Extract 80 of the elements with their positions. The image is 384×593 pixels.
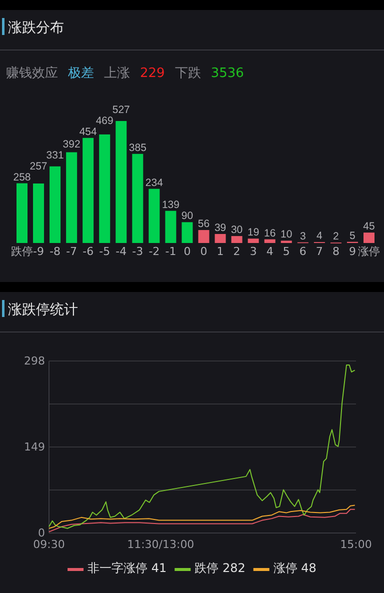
bar bbox=[231, 236, 242, 243]
bar bbox=[66, 152, 78, 243]
data-label: 2 bbox=[333, 230, 340, 243]
text: 上涨 bbox=[104, 66, 130, 81]
data-label: 3 bbox=[300, 230, 306, 242]
x-tick-label: 3 bbox=[250, 245, 257, 258]
bar bbox=[148, 188, 160, 243]
bar bbox=[132, 154, 144, 243]
x-tick-label: -6 bbox=[82, 245, 94, 258]
bar bbox=[82, 138, 94, 243]
data-label: 385 bbox=[128, 142, 147, 154]
data-label: 527 bbox=[112, 104, 130, 116]
x-tick-label: -2 bbox=[148, 245, 160, 258]
x-tick-label: 2 bbox=[233, 245, 240, 258]
bar bbox=[99, 134, 110, 243]
x-tick-label: -4 bbox=[116, 245, 127, 258]
bar bbox=[16, 183, 28, 243]
text: 极差 bbox=[67, 66, 94, 81]
bar bbox=[50, 166, 61, 243]
data-label: 454 bbox=[79, 126, 98, 138]
data-label: 258 bbox=[13, 171, 31, 184]
data-label: 16 bbox=[264, 227, 276, 240]
x-tick-label: 6 bbox=[299, 245, 306, 258]
x-tick-label: 涨停 bbox=[358, 245, 380, 258]
x-tick-label: -1 bbox=[165, 245, 176, 258]
text: 229 bbox=[140, 66, 165, 81]
text: 下跌 bbox=[174, 66, 201, 81]
x-tick-label: 5 bbox=[282, 245, 290, 258]
legend-label: 非一字涨停 41 bbox=[88, 561, 167, 575]
bar bbox=[264, 239, 276, 243]
x-tick-label: 4 bbox=[266, 245, 274, 258]
x-tick-label: -5 bbox=[99, 245, 110, 258]
text: 3536 bbox=[210, 66, 244, 81]
chart-title: 涨跌停统计 bbox=[8, 302, 78, 318]
x-tick-label: 9 bbox=[348, 245, 356, 258]
bar bbox=[198, 230, 210, 243]
data-label: 4 bbox=[316, 230, 323, 242]
data-label: 56 bbox=[198, 218, 210, 230]
bar bbox=[116, 121, 127, 243]
bar bbox=[165, 210, 176, 243]
bar bbox=[214, 234, 226, 243]
data-label: 45 bbox=[363, 220, 375, 233]
data-label: 30 bbox=[230, 224, 243, 236]
x-tick-label: -8 bbox=[50, 245, 61, 258]
data-label: 90 bbox=[181, 210, 194, 222]
line-series bbox=[48, 364, 356, 529]
x-tick-label: -9 bbox=[33, 245, 44, 258]
data-label: 331 bbox=[46, 149, 64, 162]
x-tick-label: -3 bbox=[132, 245, 144, 258]
data-label: 257 bbox=[30, 160, 48, 172]
x-tick-label: 0 bbox=[184, 245, 191, 258]
x-tick-label: 跌停 bbox=[11, 245, 33, 258]
x-tick-label: -7 bbox=[66, 245, 78, 258]
x-tick-label: 7 bbox=[316, 245, 323, 258]
y-tick-label: 149 bbox=[24, 440, 45, 454]
bar bbox=[248, 238, 259, 243]
x-tick-label: 15:00 bbox=[340, 538, 372, 551]
text: 涨跌分布 bbox=[8, 20, 64, 36]
y-tick-label: 298 bbox=[24, 354, 45, 368]
data-label: 392 bbox=[62, 138, 80, 150]
bar bbox=[33, 184, 44, 243]
legend-label: 涨停 48 bbox=[273, 561, 316, 575]
x-tick-label: 0 bbox=[200, 245, 208, 258]
data-label: 19 bbox=[247, 226, 260, 239]
x-tick-label: 8 bbox=[332, 245, 340, 258]
text: 赚钱效应 bbox=[6, 65, 58, 81]
data-label: 139 bbox=[162, 198, 180, 211]
y-tick-label: 0 bbox=[38, 526, 45, 540]
data-label: 39 bbox=[214, 222, 226, 234]
bar bbox=[182, 222, 193, 243]
legend-label: 跌停 282 bbox=[194, 561, 246, 575]
data-label: 5 bbox=[350, 230, 356, 242]
data-label: 469 bbox=[96, 114, 114, 127]
data-label: 10 bbox=[280, 228, 292, 241]
x-tick-label: 09:30 bbox=[33, 538, 65, 551]
x-tick-label: 1 bbox=[216, 245, 224, 258]
x-tick-label: 11:30/13:00 bbox=[127, 538, 194, 551]
line-series bbox=[48, 504, 356, 529]
bar bbox=[364, 232, 374, 243]
data-label: 234 bbox=[145, 176, 164, 189]
